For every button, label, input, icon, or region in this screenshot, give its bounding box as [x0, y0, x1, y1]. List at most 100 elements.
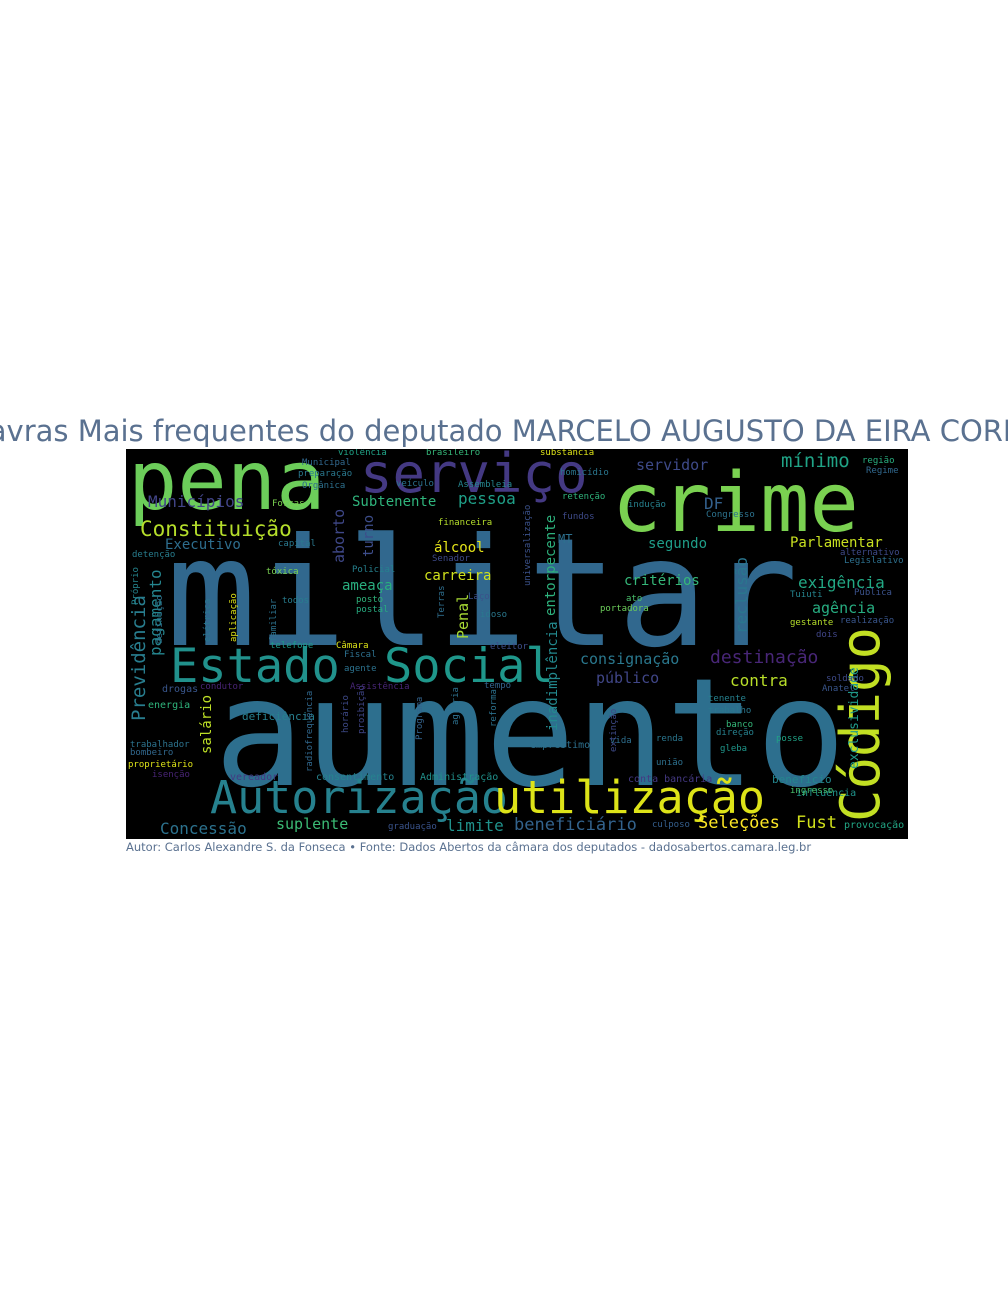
cloud-word: provocação	[844, 820, 905, 831]
cloud-word: energia	[148, 700, 191, 711]
cloud-word: aborto	[330, 509, 348, 564]
cloud-word: aumento	[214, 647, 847, 821]
cloud-word: álcool	[434, 540, 485, 556]
cloud-word: universalização	[523, 505, 533, 587]
cloud-word: dois	[816, 630, 838, 640]
cloud-word: reclusão	[732, 557, 751, 635]
cloud-word: Anatel	[822, 684, 855, 694]
cloud-word: Municípios	[148, 492, 245, 511]
cloud-word: consentimento	[316, 772, 395, 783]
cloud-word: posto	[356, 595, 384, 605]
cloud-word: vida	[610, 736, 632, 746]
cloud-word: alternativo	[840, 548, 900, 558]
cloud-word: Programa	[415, 697, 425, 741]
cloud-word: Municipal	[302, 458, 351, 468]
cloud-word: influência	[796, 788, 857, 799]
cloud-word: Fust	[796, 813, 837, 833]
cloud-word: Autorização	[210, 771, 509, 824]
cloud-word: condutor	[200, 682, 244, 692]
cloud-word: horário	[341, 695, 351, 733]
cloud-word: reforma	[489, 689, 499, 727]
cloud-word: isenção	[152, 770, 190, 780]
cloud-word: renda	[656, 734, 684, 744]
cloud-word: Concessão	[160, 819, 247, 838]
cloud-word: realização	[840, 616, 895, 626]
cloud-word: indução	[628, 500, 666, 510]
cloud-word: culposo	[652, 820, 690, 830]
cloud-word: telefone	[270, 641, 314, 651]
cloud-word: Pública	[854, 588, 892, 598]
cloud-word: público	[596, 669, 660, 687]
cloud-word: posse	[776, 734, 804, 744]
cloud-word: Executivo	[165, 537, 241, 553]
cloud-word: bombeiro	[130, 748, 174, 758]
cloud-word: Terras	[437, 585, 447, 618]
cloud-word: retenção	[562, 492, 606, 502]
cloud-word: agente	[344, 664, 377, 674]
cloud-word: limite	[446, 816, 504, 835]
cloud-word: postal	[356, 605, 389, 615]
cloud-word: Parlamentar	[790, 535, 883, 551]
cloud-word: todos	[282, 596, 310, 606]
cloud-word: entorpecente	[543, 515, 559, 617]
cloud-word: trabalhador	[130, 740, 190, 750]
cloud-word: Assistência	[350, 682, 410, 692]
cloud-word: fundos	[562, 512, 595, 522]
cloud-word: violência	[338, 449, 387, 458]
cloud-word: beneficiário	[514, 815, 637, 835]
cloud-word: MT	[558, 532, 573, 546]
cloud-word: Constituição	[140, 517, 292, 541]
cloud-word: elétrica	[203, 599, 213, 643]
cloud-word: conta bancária	[628, 774, 713, 785]
cloud-word: tóxica	[266, 567, 299, 577]
cloud-word: Regime	[866, 466, 899, 476]
cloud-word: Assembleia	[458, 480, 513, 490]
cloud-word: detenção	[132, 550, 176, 560]
cloud-word: Legislativo	[844, 556, 904, 566]
cloud-word: Senador	[432, 554, 470, 564]
cloud-word: financeira	[438, 518, 493, 528]
caption: Autor: Carlos Alexandre S. da Fonseca • …	[126, 840, 812, 854]
cloud-word: salário	[199, 695, 215, 755]
cloud-word: Forças	[272, 499, 305, 509]
cloud-word: exigência	[798, 573, 885, 592]
cloud-word: ato	[626, 594, 643, 604]
cloud-word: segundo	[648, 536, 708, 552]
cloud-word: Fiscal	[344, 650, 377, 660]
cloud-word: consignação	[580, 650, 680, 668]
cloud-word: familiar	[269, 599, 279, 643]
cloud-word: Orgânica	[302, 481, 346, 491]
cloud-word: serviço	[360, 449, 588, 505]
cloud-word: definição	[155, 595, 165, 644]
cloud-word: trabalho	[708, 706, 752, 716]
cloud-word: vereador	[230, 772, 279, 783]
cloud-word: turno	[361, 515, 377, 558]
cloud-word: substância	[540, 449, 595, 458]
cloud-word: carreira	[424, 568, 492, 584]
cloud-word: radiofrequência	[305, 691, 315, 773]
cloud-word: proprietário	[128, 760, 194, 770]
cloud-word: portadora	[600, 604, 649, 614]
cloud-word: graduação	[388, 822, 437, 832]
cloud-word: Administração	[420, 772, 499, 783]
cloud-word: Policial	[352, 565, 396, 575]
cloud-word: suplente	[276, 815, 349, 833]
cloud-word: mínimo	[781, 450, 850, 472]
cloud-word: utilização	[494, 771, 765, 824]
cloud-word: extinção	[609, 709, 619, 753]
cloud-word: ingresso	[790, 786, 834, 796]
cloud-word: soldado	[826, 674, 864, 684]
cloud-word: contra	[730, 671, 788, 690]
cloud-word: aplicação	[229, 593, 239, 642]
cloud-word: preparação	[298, 469, 353, 479]
cloud-word: gleba	[720, 744, 748, 754]
chart-title: Palavras Mais frequentes do deputado MAR…	[0, 411, 1008, 451]
cloud-word: Próprio	[131, 567, 141, 605]
cloud-word: Social	[384, 639, 554, 694]
cloud-word: benefício	[772, 773, 832, 786]
cloud-word: capital	[278, 539, 316, 549]
cloud-word: Seleções	[698, 813, 780, 833]
cloud-word: deficiência	[242, 710, 315, 723]
cloud-word: DF	[704, 494, 724, 513]
cloud-word: critérios	[624, 573, 700, 589]
